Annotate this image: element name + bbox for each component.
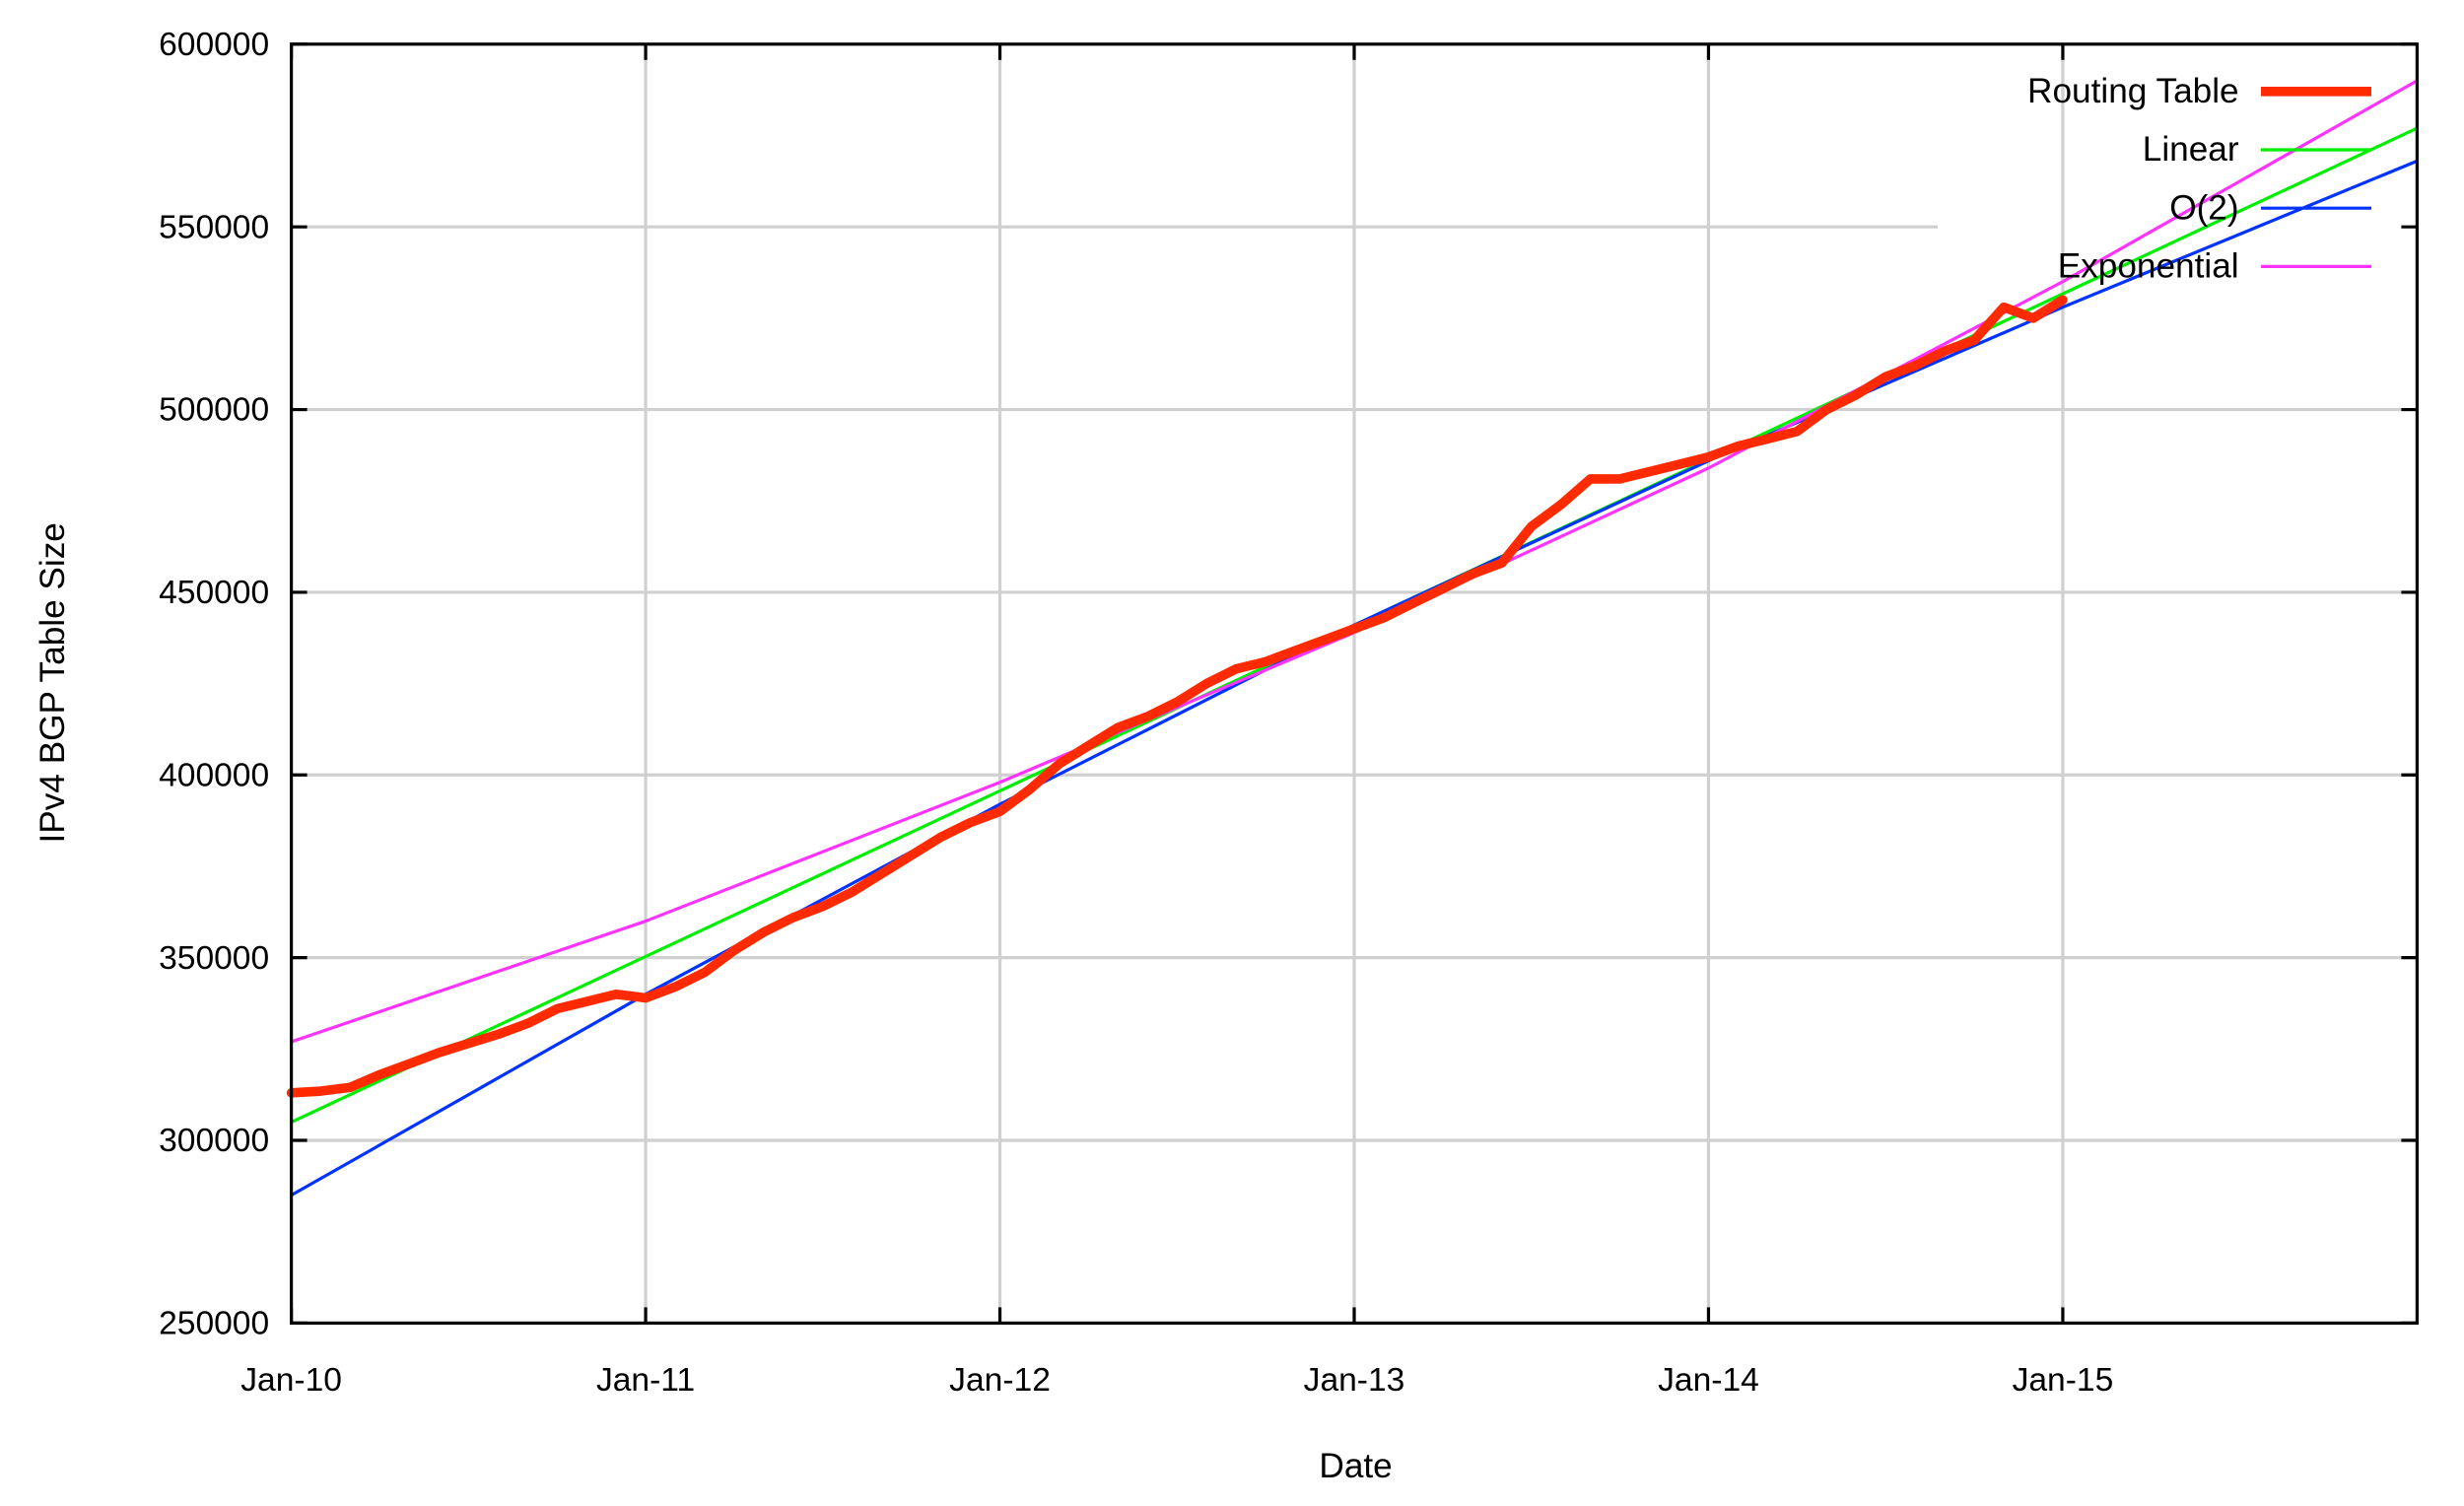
series-line-routing-table xyxy=(286,295,2068,1098)
x-axis-label: Date xyxy=(1319,1447,1392,1485)
y-tick-label: 600000 xyxy=(159,27,269,63)
legend-label: O(2) xyxy=(2169,188,2238,227)
x-tick-label: Jan-14 xyxy=(1658,1362,1759,1399)
y-tick-label: 250000 xyxy=(159,1306,269,1342)
x-tick-label: Jan-15 xyxy=(2013,1362,2114,1399)
x-tick-label: Jan-12 xyxy=(949,1362,1051,1399)
x-tick-label: Jan-10 xyxy=(240,1362,342,1399)
series-lines xyxy=(286,79,2419,1198)
y-tick-label: 350000 xyxy=(159,940,269,977)
axis-ticks: 250000 300000 350000 400000 450000 500000 5500… xyxy=(159,27,2418,1399)
x-tick-label: Jan-13 xyxy=(1304,1362,1405,1399)
y-tick-label: 400000 xyxy=(159,757,269,793)
legend-label: Linear xyxy=(2143,130,2239,169)
y-tick-label: 500000 xyxy=(159,392,269,429)
y-axis-label: IPv4 BGP Table Size xyxy=(34,522,72,843)
y-tick-label: 550000 xyxy=(159,209,269,245)
y-tick-label: 300000 xyxy=(159,1123,269,1159)
legend-label: Exponential xyxy=(2058,247,2239,286)
legend: Routing Table Linear O(2) Exponential xyxy=(2027,72,2371,286)
grid xyxy=(291,43,2418,1324)
y-tick-label: 450000 xyxy=(159,575,269,611)
legend-label: Routing Table xyxy=(2027,72,2239,110)
x-tick-label: Jan-11 xyxy=(596,1362,695,1399)
